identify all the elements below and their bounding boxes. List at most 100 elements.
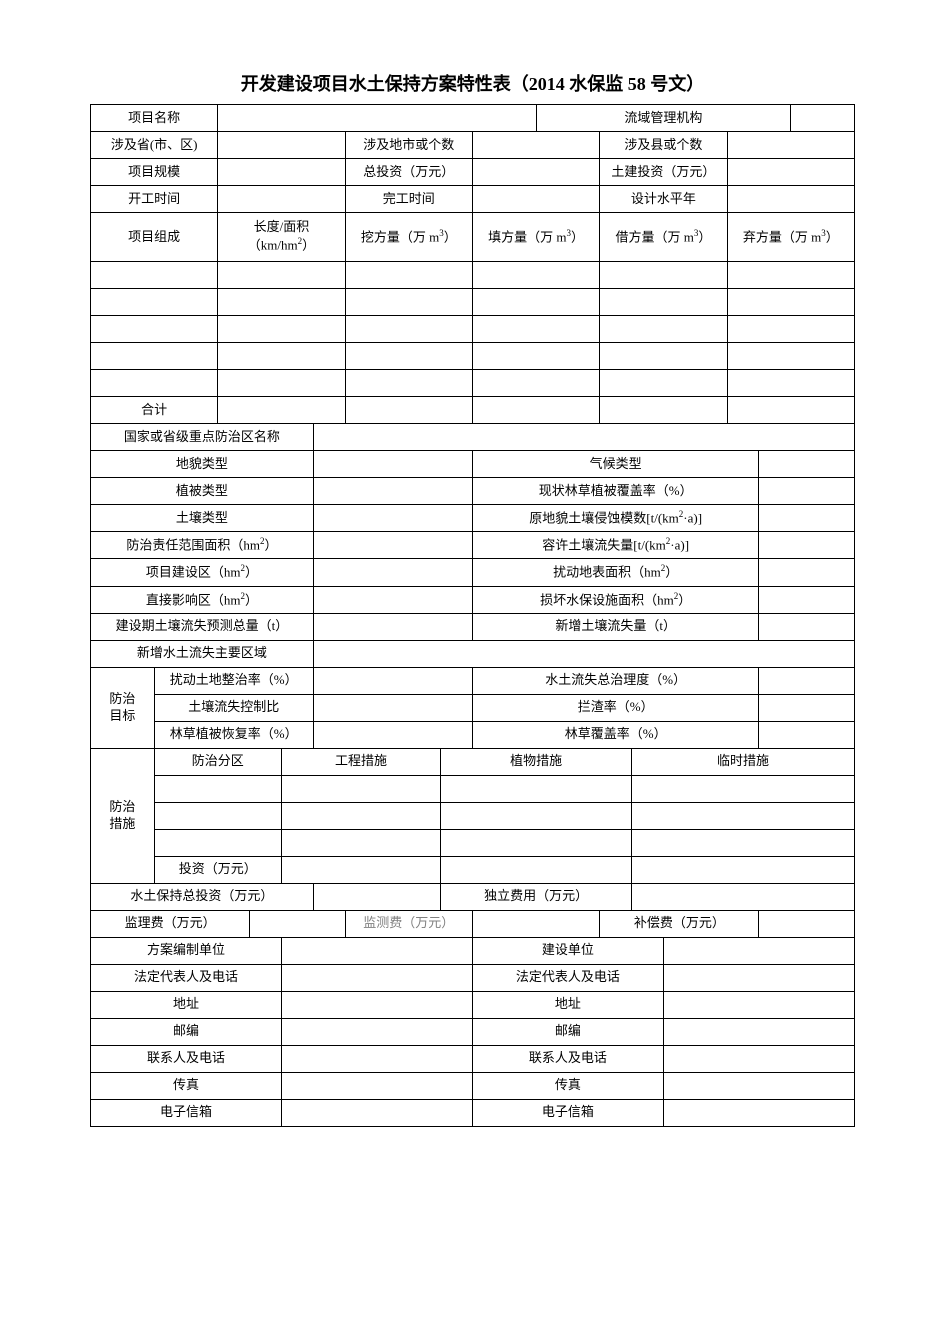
label-veg-coverage: 林草覆盖率（%） [472,721,758,748]
label-fax-l: 传真 [91,1072,282,1099]
label-supervision-fee: 监理费（万元） [91,910,250,937]
value-coverage-rate [759,478,855,505]
page-title: 开发建设项目水土保持方案特性表（2014 水保监 58 号文） [90,70,855,96]
label-predicted-loss: 建设期土壤流失预测总量（t） [91,613,314,640]
value-city-count [472,132,599,159]
label-coverage-rate: 现状林草植被覆盖率（%） [472,478,758,505]
label-responsibility-area: 防治责任范围面积（hm2） [91,532,314,559]
label-soil-type: 土壤类型 [91,505,314,532]
value-address-l [281,991,472,1018]
label-civil-invest: 土建投资（万元） [600,159,727,186]
label-basin-authority: 流域管理机构 [536,105,791,132]
label-email-r: 电子信箱 [472,1099,663,1126]
label-start-time: 开工时间 [91,186,218,213]
value-total-1 [218,397,345,424]
value-province [218,132,345,159]
label-plant-measure: 植物措施 [441,748,632,775]
value-contact-l [281,1045,472,1072]
value-direct-impact [313,586,472,613]
label-compensation-fee: 补偿费（万元） [600,910,759,937]
value-address-r [663,991,854,1018]
label-total-treatment: 水土流失总治理度（%） [472,667,758,694]
label-prevention-goal: 防治 目标 [91,667,155,748]
label-build-unit: 建设单位 [472,937,663,964]
value-email-l [281,1099,472,1126]
value-allowable-loss [759,532,855,559]
value-landform [313,451,472,478]
label-fax-r: 传真 [472,1072,663,1099]
label-contact-r: 联系人及电话 [472,1045,663,1072]
label-waste-volume: 弃方量（万 m3） [727,213,854,262]
composition-row [91,316,855,343]
value-erosion-modulus [759,505,855,532]
label-scale: 项目规模 [91,159,218,186]
label-measure-invest: 投资（万元） [154,856,281,883]
value-postcode-l [281,1018,472,1045]
label-postcode-r: 邮编 [472,1018,663,1045]
label-address-r: 地址 [472,991,663,1018]
value-climate [759,451,855,478]
value-total-treatment [759,667,855,694]
value-legal-rep-r [663,964,854,991]
label-disturbed-area: 扰动地表面积（hm2） [472,559,758,586]
label-vegetation-type: 植被类型 [91,478,314,505]
value-project-name [218,105,536,132]
value-monitoring-fee [472,910,599,937]
value-measure-invest-3 [632,856,855,883]
value-measure-invest-2 [441,856,632,883]
label-loss-control-ratio: 土壤流失控制比 [154,694,313,721]
label-email-l: 电子信箱 [91,1099,282,1126]
label-address-l: 地址 [91,991,282,1018]
label-project-name: 项目名称 [91,105,218,132]
measure-row [91,829,855,856]
label-province: 涉及省(市、区) [91,132,218,159]
composition-row [91,262,855,289]
value-loss-control-ratio [313,694,472,721]
value-predicted-loss [313,613,472,640]
value-scale [218,159,345,186]
label-county-count: 涉及县或个数 [600,132,727,159]
value-county-count [727,132,854,159]
label-cut-volume: 挖方量（万 m3） [345,213,472,262]
label-plan-unit: 方案编制单位 [91,937,282,964]
label-total: 合计 [91,397,218,424]
value-total-5 [727,397,854,424]
value-total-2 [345,397,472,424]
label-fill-volume: 填方量（万 m3） [472,213,599,262]
label-national-zone: 国家或省级重点防治区名称 [91,424,314,451]
value-disturbance-rate [313,667,472,694]
label-disturbance-rate: 扰动土地整治率（%） [154,667,313,694]
label-city-count: 涉及地市或个数 [345,132,472,159]
value-fax-r [663,1072,854,1099]
measure-row [91,775,855,802]
label-contact-l: 联系人及电话 [91,1045,282,1072]
value-slag-retention [759,694,855,721]
value-measure-invest-1 [281,856,440,883]
value-supervision-fee [250,910,345,937]
value-fax-l [281,1072,472,1099]
label-erosion-modulus: 原地貌土壤侵蚀模数[t/(km2·a)] [472,505,758,532]
value-national-zone [313,424,854,451]
value-email-r [663,1099,854,1126]
label-project-composition: 项目组成 [91,213,218,262]
value-independent-fee [632,883,855,910]
value-total-invest [472,159,599,186]
measure-row [91,802,855,829]
value-basin-authority [791,105,855,132]
value-soil-type [313,505,472,532]
label-temp-measure: 临时措施 [632,748,855,775]
label-main-loss-area: 新增水土流失主要区域 [91,640,314,667]
label-allowable-loss: 容许土壤流失量[t/(km2·a)] [472,532,758,559]
value-civil-invest [727,159,854,186]
value-contact-r [663,1045,854,1072]
value-start-time [218,186,345,213]
value-total-4 [600,397,727,424]
label-independent-fee: 独立费用（万元） [441,883,632,910]
label-construction-area: 项目建设区（hm2） [91,559,314,586]
value-finish-time [472,186,599,213]
label-total-invest: 总投资（万元） [345,159,472,186]
composition-row [91,343,855,370]
label-legal-rep-r: 法定代表人及电话 [472,964,663,991]
value-conservation-invest [313,883,440,910]
label-monitoring-fee: 监测费（万元） [345,910,472,937]
